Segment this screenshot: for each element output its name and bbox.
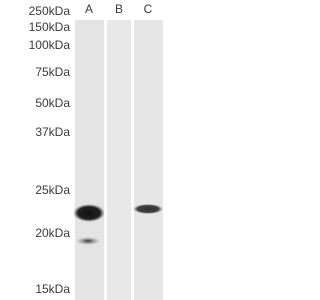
ladder-label: 75kDa [35, 65, 70, 79]
band [76, 237, 100, 245]
lane-label: C [144, 2, 153, 16]
lane-c [134, 20, 163, 300]
lane-label: A [85, 2, 93, 16]
lane-b [107, 20, 131, 300]
western-blot: 250kDa 150kDa 100kDa 75kDa 50kDa 37kDa 25kDa 20… [28, 2, 163, 300]
ladder-label: 15kDa [35, 282, 70, 296]
band [73, 204, 105, 222]
ladder-label: 150kDa [29, 20, 71, 34]
ladder-label: 100kDa [29, 38, 71, 52]
ladder-label: 37kDa [35, 125, 70, 139]
lane-label: B [115, 2, 123, 16]
ladder-label: 50kDa [35, 96, 70, 110]
band [133, 204, 163, 214]
ladder-label: 250kDa [29, 4, 71, 18]
ladder-label: 25kDa [35, 183, 70, 197]
lane-a [75, 20, 104, 300]
ladder-label: 20kDa [35, 226, 70, 240]
